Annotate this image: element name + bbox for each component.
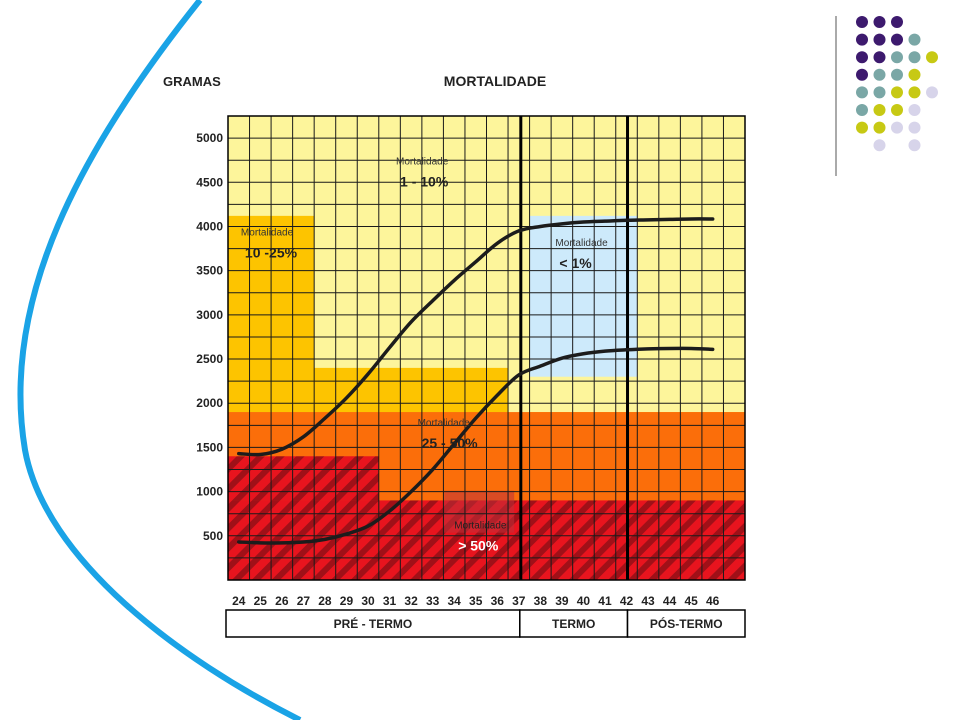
x-tick-label: 28	[318, 594, 332, 608]
decorative-dot	[891, 51, 903, 64]
period-label-pos-termo: PÓS-TERMO	[650, 616, 723, 631]
x-tick-label: 46	[706, 594, 720, 608]
decorative-dot	[873, 104, 886, 116]
zone-label-25-50: Mortalidade	[418, 418, 471, 429]
x-tick-label: 33	[426, 594, 440, 608]
y-tick-label: 3500	[196, 264, 223, 278]
decorative-dot	[873, 86, 886, 99]
x-tick-label: 40	[577, 594, 591, 608]
decorative-arc	[17, 0, 302, 720]
decorative-dot	[926, 86, 938, 99]
decorative-dot	[856, 121, 868, 134]
zone-label-10-25: Mortalidade	[241, 227, 294, 238]
mortality-zone	[228, 456, 379, 501]
decorative-dot	[891, 121, 903, 134]
x-tick-label: 45	[684, 594, 698, 608]
chart-title: MORTALIDADE	[444, 73, 546, 89]
decorative-dot	[891, 33, 903, 46]
zone-value-10-25: 10 -25%	[245, 244, 298, 260]
zone-label-gt-50: Mortalidade	[454, 521, 507, 532]
y-tick-label: 4500	[196, 175, 223, 189]
y-axis-label: GRAMAS	[163, 74, 221, 89]
decorative-dot	[873, 139, 886, 152]
x-tick-label: 35	[469, 594, 483, 608]
x-tick-label: 32	[404, 594, 418, 608]
decorative-dot	[891, 104, 903, 116]
plot-area: 500 1000 1500 2000 2500 3000 3500 4000 4500 5000 2…	[196, 115, 746, 608]
decorative-dot	[873, 16, 886, 28]
zone-value-1-10: 1 - 10%	[400, 174, 449, 190]
y-tick-label: 5000	[196, 131, 223, 145]
x-tick-label: 37	[512, 594, 526, 608]
decorative-dot	[856, 68, 868, 81]
x-tick-label: 25	[254, 594, 268, 608]
decorative-dot	[891, 68, 903, 81]
x-tick-label: 29	[340, 594, 354, 608]
period-label-pre-termo: PRÉ - TERMO	[334, 616, 413, 631]
x-tick-label: 42	[620, 594, 634, 608]
y-tick-label: 3000	[196, 308, 223, 322]
plot-border	[227, 115, 746, 581]
x-tick-label: 39	[555, 594, 569, 608]
x-tick-label: 38	[534, 594, 548, 608]
decorative-dot	[908, 33, 921, 46]
period-boxes	[225, 609, 746, 638]
decorative-dot	[908, 51, 921, 64]
period-label-termo: TERMO	[552, 617, 595, 631]
decorative-dot	[908, 139, 921, 152]
decorative-dot	[873, 68, 886, 81]
gt-50-label-box	[444, 490, 515, 533]
x-tick-label: 34	[448, 594, 462, 608]
period-box	[519, 609, 629, 638]
decorative-dot	[908, 68, 921, 81]
decorative-dot	[908, 104, 921, 116]
decorative-dot	[873, 51, 886, 64]
series-line-upper	[237, 217, 715, 457]
decorative-dot	[891, 86, 903, 99]
x-tick-label: 30	[361, 594, 375, 608]
decorative-dot	[856, 86, 868, 99]
x-tick-label: 41	[598, 594, 612, 608]
decorative-dot	[908, 86, 921, 99]
x-tick-label: 44	[663, 594, 677, 608]
decorative-dot	[856, 16, 868, 28]
x-tick-label: 24	[232, 594, 246, 608]
zone-value-lt-1: < 1%	[559, 255, 592, 271]
decorative-dot	[856, 51, 868, 64]
zone-value-gt-50: > 50%	[458, 538, 499, 554]
x-tick-label: 26	[275, 594, 289, 608]
decorative-dot	[856, 33, 868, 46]
decorative-dot-grid	[856, 16, 938, 152]
zone-label-1-10: Mortalidade	[396, 157, 449, 168]
decorative-dot	[891, 16, 903, 28]
x-tick-label: 36	[491, 594, 505, 608]
x-tick-label: 43	[641, 594, 655, 608]
decorative-dot	[908, 121, 921, 134]
y-tick-label: 1000	[196, 485, 223, 499]
x-tick-label: 31	[383, 594, 397, 608]
period-box	[626, 609, 746, 638]
series-line-lower	[237, 346, 715, 545]
x-tick-label: 27	[297, 594, 311, 608]
y-tick-label: 4000	[196, 219, 223, 233]
y-tick-label: 2500	[196, 352, 223, 366]
zone-label-lt-1: Mortalidade	[555, 238, 608, 249]
y-tick-label: 1500	[196, 440, 223, 454]
y-tick-label: 500	[203, 529, 223, 543]
decorative-dot	[873, 121, 886, 134]
zone-value-25-50: 25 - 50%	[422, 435, 479, 451]
period-box	[225, 609, 521, 638]
decorative-dot	[873, 33, 886, 46]
y-tick-label: 2000	[196, 396, 223, 410]
decorative-dot	[926, 51, 938, 64]
decorative-dot	[856, 104, 868, 116]
